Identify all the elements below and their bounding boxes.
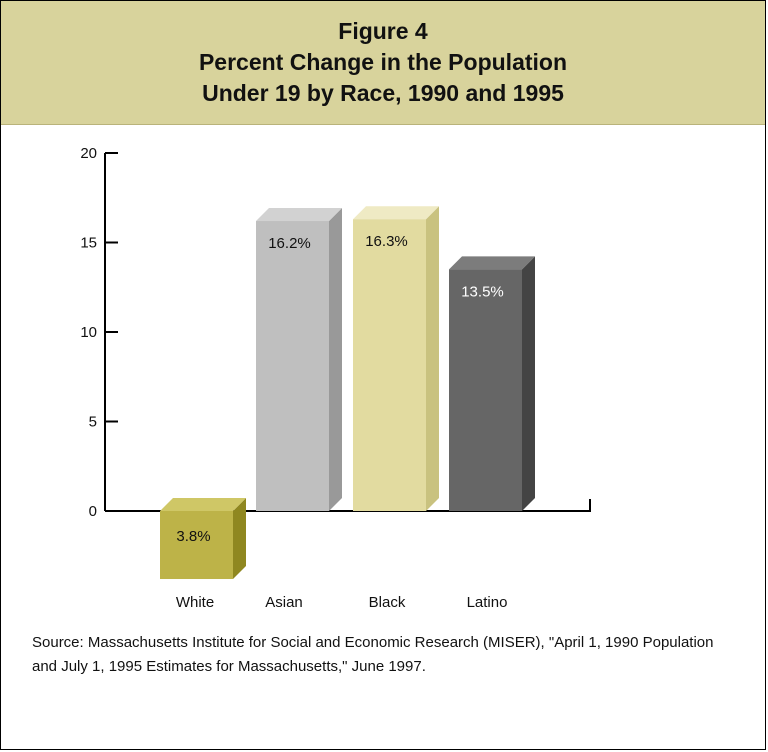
category-label-latino: Latino <box>467 594 508 611</box>
figure-label: Figure 4 <box>338 18 428 44</box>
bar-latino <box>449 269 522 511</box>
bar-asian-top <box>256 208 342 222</box>
bar-asian-side <box>329 208 342 511</box>
y-tick-label-20: 20 <box>80 145 97 162</box>
bar-black-top <box>353 206 439 220</box>
bar-chart: 0 5 10 15 20 3.8% White 16.2% Asian 16.3% Black 13.… <box>80 145 591 611</box>
data-label-white: 3.8% <box>176 528 210 545</box>
bar-white <box>160 511 233 580</box>
data-label-asian: 16.2% <box>268 235 311 252</box>
category-label-white: White <box>176 594 214 611</box>
y-tick-label-5: 5 <box>89 414 97 431</box>
bar-asian <box>256 221 329 511</box>
figure-title-line-1: Percent Change in the Population <box>198 49 568 75</box>
bar-white-top <box>160 498 246 511</box>
data-label-black: 16.3% <box>365 233 408 250</box>
bar-latino-side <box>522 256 535 511</box>
y-tick-label-0: 0 <box>89 503 97 520</box>
category-label-black: Black <box>369 594 406 611</box>
bar-latino-top <box>449 256 535 270</box>
y-tick-label-10: 10 <box>80 324 97 341</box>
bar-black-side <box>426 206 439 511</box>
figure-title-line-2: Under 19 by Race, 1990 and 1995 <box>202 80 564 106</box>
source-note: Source: Massachusetts Institute for Soci… <box>32 634 714 675</box>
category-label-asian: Asian <box>265 594 303 611</box>
figure-header: Figure 4 Percent Change in the Populatio… <box>1 1 765 125</box>
y-tick-label-15: 15 <box>80 235 97 252</box>
bar-black <box>353 219 426 511</box>
data-label-latino: 13.5% <box>461 283 504 300</box>
bar-white-side <box>233 498 246 580</box>
